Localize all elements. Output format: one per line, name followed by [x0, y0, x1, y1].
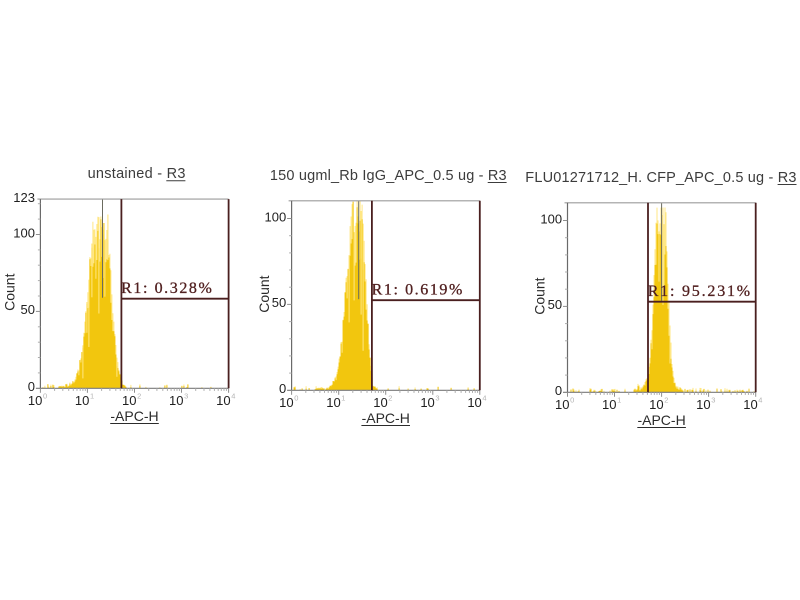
svg-text:unstained - R3: unstained - R3: [88, 166, 186, 182]
svg-text:0: 0: [279, 381, 286, 396]
svg-text:10: 10: [28, 393, 42, 408]
svg-text:Count: Count: [532, 277, 548, 314]
svg-text:123: 123: [13, 190, 35, 205]
svg-text:2: 2: [137, 392, 141, 401]
svg-text:100: 100: [264, 209, 286, 224]
svg-text:Count: Count: [256, 275, 272, 312]
svg-text:10: 10: [649, 397, 663, 412]
svg-text:50: 50: [272, 295, 286, 310]
svg-text:0: 0: [294, 394, 298, 403]
svg-text:0: 0: [555, 383, 562, 398]
svg-text:50: 50: [548, 297, 562, 312]
svg-text:10: 10: [216, 393, 230, 408]
svg-text:FLU01271712_H. CFP_APC_0.5 ug: FLU01271712_H. CFP_APC_0.5 ug - R3: [525, 170, 796, 186]
svg-text:1: 1: [617, 396, 621, 405]
svg-text:4: 4: [231, 392, 235, 401]
svg-text:10: 10: [602, 397, 616, 412]
svg-text:R1: 95.231%: R1: 95.231%: [648, 283, 752, 300]
svg-text:10: 10: [326, 395, 340, 410]
svg-text:0: 0: [43, 392, 47, 401]
svg-text:4: 4: [482, 394, 486, 403]
svg-text:3: 3: [435, 394, 439, 403]
svg-text:50: 50: [21, 302, 35, 317]
svg-text:10: 10: [279, 395, 293, 410]
svg-text:150 ugml_Rb IgG_APC_0.5 ug - R: 150 ugml_Rb IgG_APC_0.5 ug - R3: [270, 168, 507, 184]
svg-text:0: 0: [28, 379, 35, 394]
svg-text:1: 1: [341, 394, 345, 403]
svg-text:3: 3: [184, 392, 188, 401]
svg-text:4: 4: [758, 396, 762, 405]
svg-text:-APC-H: -APC-H: [637, 412, 685, 428]
svg-text:2: 2: [664, 396, 668, 405]
svg-text:10: 10: [373, 395, 387, 410]
svg-text:-APC-H: -APC-H: [110, 408, 158, 424]
svg-text:10: 10: [555, 397, 569, 412]
svg-text:R1: 0.619%: R1: 0.619%: [372, 282, 464, 299]
svg-text:0: 0: [570, 396, 574, 405]
svg-text:-APC-H: -APC-H: [362, 410, 410, 426]
svg-text:10: 10: [169, 393, 183, 408]
svg-text:10: 10: [75, 393, 89, 408]
svg-text:R1: 0.328%: R1: 0.328%: [121, 280, 213, 297]
svg-text:10: 10: [696, 397, 710, 412]
svg-text:3: 3: [711, 396, 715, 405]
svg-text:10: 10: [467, 395, 481, 410]
svg-text:10: 10: [122, 393, 136, 408]
svg-text:2: 2: [388, 394, 392, 403]
svg-text:100: 100: [540, 211, 562, 226]
svg-text:10: 10: [743, 397, 757, 412]
svg-text:10: 10: [420, 395, 434, 410]
svg-text:Count: Count: [2, 273, 18, 310]
svg-text:1: 1: [90, 392, 94, 401]
svg-text:100: 100: [13, 225, 35, 240]
